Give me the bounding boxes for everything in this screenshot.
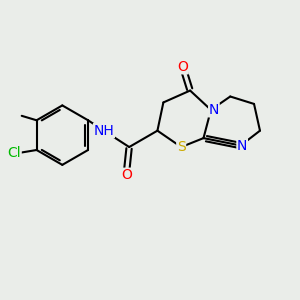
Text: O: O [177,60,188,74]
Text: Cl: Cl [8,146,21,160]
Text: S: S [177,140,186,154]
Text: O: O [121,168,132,182]
Text: NH: NH [94,124,114,138]
Text: N: N [209,103,219,117]
Text: N: N [237,139,247,152]
